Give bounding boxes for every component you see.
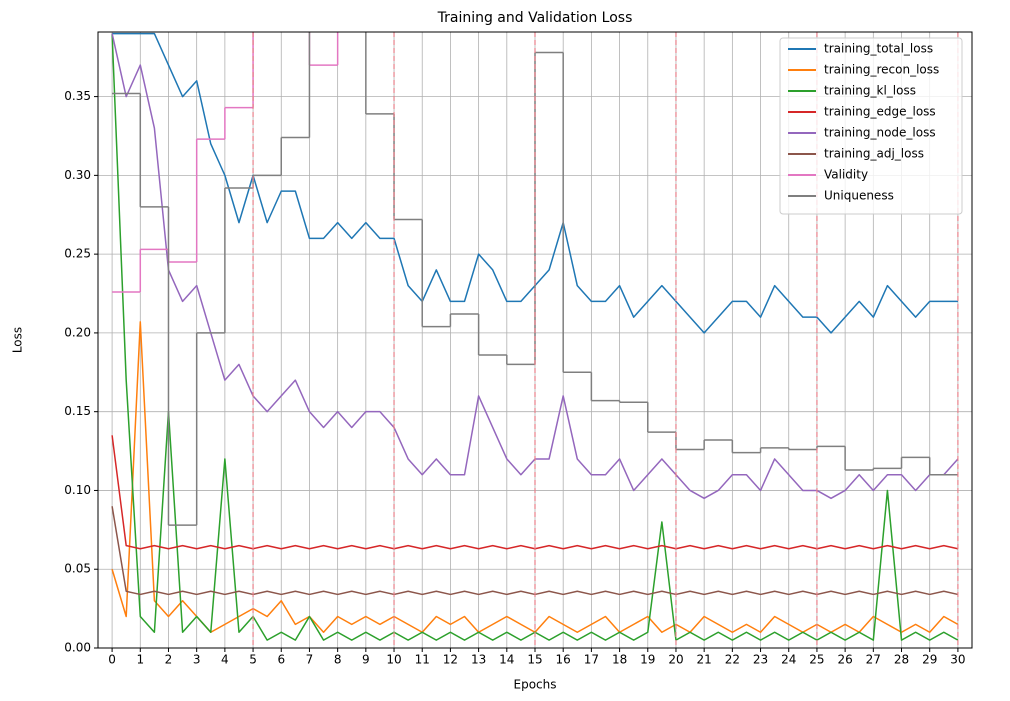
x-tick-label: 29 xyxy=(922,653,937,667)
legend: training_total_loss training_recon_losstr… xyxy=(779,37,963,215)
x-tick-label: 6 xyxy=(277,653,285,667)
plot-area xyxy=(111,32,959,648)
x-tick-label: 16 xyxy=(556,653,571,667)
x-tick-label: 24 xyxy=(781,653,796,667)
legend-label: training_edge_loss xyxy=(824,105,936,119)
x-tick-label: 14 xyxy=(499,653,514,667)
y-tick-label: 0.10 xyxy=(64,483,91,497)
x-tick-label: 1 xyxy=(136,653,144,667)
x-tick-label: 21 xyxy=(697,653,712,667)
x-axis-label: Epochs xyxy=(514,678,557,692)
y-tick-label: 0.15 xyxy=(64,404,91,418)
legend-label: Validity xyxy=(824,168,868,182)
x-tick-label: 13 xyxy=(471,653,486,667)
x-tick-label: 23 xyxy=(753,653,768,667)
x-tick-label: 9 xyxy=(362,653,370,667)
x-tick-label: 11 xyxy=(415,653,430,667)
y-tick-label: 0.05 xyxy=(64,562,91,576)
x-tick-label: 25 xyxy=(809,653,824,667)
legend-label: training_recon_loss xyxy=(824,63,939,77)
chart-title: Training and Validation Loss xyxy=(437,10,633,26)
x-tick-label: 8 xyxy=(334,653,342,667)
x-tick-label: 15 xyxy=(527,653,542,667)
x-tick-label: 2 xyxy=(165,653,173,667)
legend-label: Uniqueness xyxy=(824,189,894,203)
x-tick-label: 26 xyxy=(837,653,852,667)
axes: 0 1 2 3 4 5 6 7 8 9 10 11 12 13 14 15 16 17 18 19 20 21 22 23 24… xyxy=(64,89,965,666)
legend-label: training_adj_loss xyxy=(824,147,924,161)
x-tick-label: 4 xyxy=(221,653,229,667)
y-tick-label: 0.25 xyxy=(64,247,91,261)
x-tick-label: 17 xyxy=(584,653,599,667)
x-tick-label: 5 xyxy=(249,653,257,667)
x-tick-label: 27 xyxy=(866,653,881,667)
y-tick-label: 0.35 xyxy=(64,89,91,103)
x-tick-label: 28 xyxy=(894,653,909,667)
y-axis-label: Loss xyxy=(11,327,25,353)
x-tick-label: 7 xyxy=(306,653,314,667)
x-tick-label: 19 xyxy=(640,653,655,667)
legend-box xyxy=(779,37,963,215)
x-tick-label: 3 xyxy=(193,653,201,667)
x-tick-label: 0 xyxy=(108,653,116,667)
x-tick-label: 12 xyxy=(443,653,458,667)
legend-label: training_kl_loss xyxy=(824,84,916,98)
y-tick-label: 0.20 xyxy=(64,325,91,339)
x-tick-label: 22 xyxy=(725,653,740,667)
y-tick-label: 0.30 xyxy=(64,168,91,182)
y-tick-label: 0.00 xyxy=(64,641,91,655)
x-tick-label: 10 xyxy=(386,653,401,667)
x-tick-label: 20 xyxy=(668,653,683,667)
legend-label: training_node_loss xyxy=(824,126,936,140)
x-tick-label: 30 xyxy=(950,653,965,667)
legend-label: training_total_loss xyxy=(824,42,933,56)
x-tick-label: 18 xyxy=(612,653,627,667)
